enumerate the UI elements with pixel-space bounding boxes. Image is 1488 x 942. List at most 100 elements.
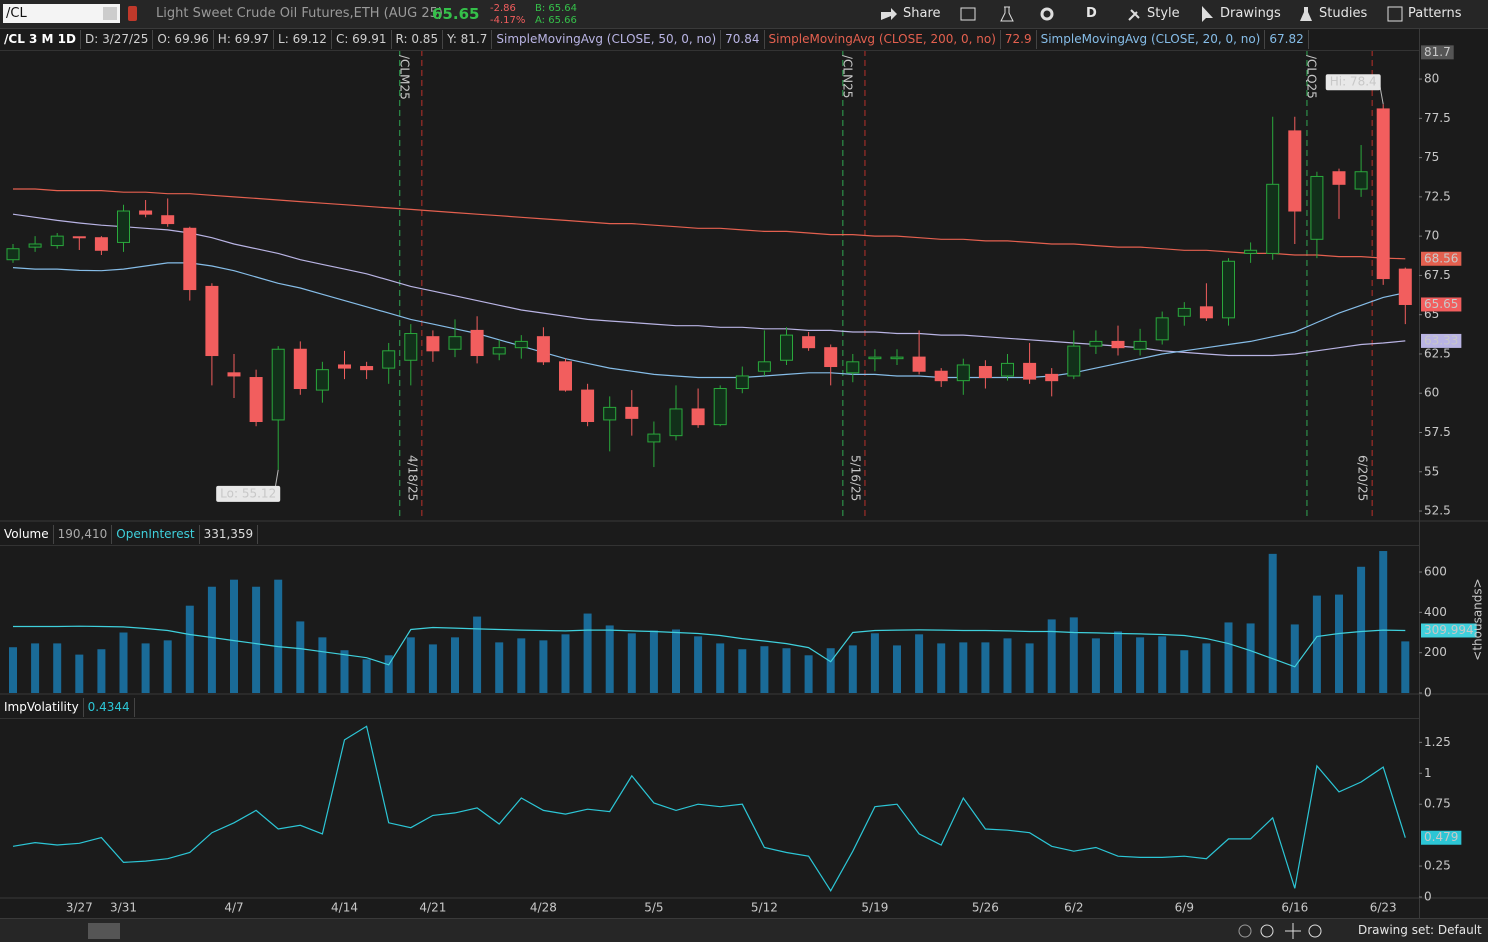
patterns-button[interactable]: Patterns [1408,6,1462,21]
x-tick-label: 4/14 [331,901,358,915]
y-tick-label: 200 [1424,645,1447,659]
cursor-marker-box [1421,45,1454,60]
drawings-button[interactable]: Drawings [1220,6,1281,21]
volume-bar [1357,566,1366,693]
volume-bar [9,647,17,693]
candle-body [1310,175,1324,240]
y-tick-label: 0.25 [1424,859,1451,873]
extreme-box [216,485,281,502]
legend-field: D: 3/27/25 [81,30,154,49]
drawings-icon[interactable] [1202,6,1213,22]
lab-icon[interactable] [1000,6,1014,22]
y-tick-label: 52.5 [1424,504,1451,518]
patterns-icon[interactable] [1387,6,1403,22]
volume-bar [539,640,548,693]
candle-body [824,347,838,368]
study-name[interactable]: ImpVolatility [0,698,84,717]
candle-body [227,372,241,377]
last-value-marker: 0.479 [1424,830,1458,844]
y-tick-label: 1 [1424,766,1432,780]
volume-bar [583,613,592,693]
studies-icon[interactable] [1300,7,1312,21]
volume-bar [937,643,946,693]
share-icon[interactable] [881,8,897,20]
volume-bar [406,637,415,693]
volume-bar [1224,622,1233,693]
candle-body [956,364,970,382]
period-button[interactable]: D [1086,6,1097,21]
volume-bar [1180,650,1189,693]
study-name[interactable]: SimpleMovingAvg (CLOSE, 50, 0, no) [492,30,722,49]
change-pct: -4.17% [490,15,526,26]
crosshair-tool[interactable] [1308,924,1322,938]
x-tick-label: 6/2 [1064,901,1083,915]
volume-bar [649,630,658,693]
studies-button[interactable]: Studies [1319,6,1368,21]
zoom-out[interactable] [1238,924,1252,938]
volume-bar [694,636,703,693]
x-tick-label: 6/16 [1281,901,1308,915]
x-tick-label: 4/7 [224,901,243,915]
y-tick-label: 75 [1424,150,1439,164]
candle-body [271,348,285,421]
volume-bar [1401,641,1410,693]
expiration-label: /CLN25 [840,55,854,98]
candle-body [1155,317,1169,341]
study-name[interactable]: OpenInterest [112,525,200,544]
share-button[interactable]: Share [903,6,941,21]
extreme-label: Lo: 55.12 [220,486,276,500]
last-value-marker: 63.33 [1424,333,1458,347]
volume-bar [605,625,614,693]
expiration-label: 4/18/25 [405,455,419,501]
study-name[interactable]: SimpleMovingAvg (CLOSE, 20, 0, no) [1037,30,1266,49]
snapshot-icon[interactable] [960,7,976,21]
axis-label: <thousands> [1471,578,1485,660]
expiration-label: /CLQ25 [1304,55,1318,99]
extreme-box [1325,74,1381,91]
last-value-marker: 68.56 [1424,251,1458,265]
style-button[interactable]: Style [1147,6,1180,21]
volume-bar [230,579,238,693]
collapse-button[interactable] [88,923,120,939]
zoom-in[interactable] [1260,924,1274,938]
volume-bar [848,645,857,693]
volume-bar [1246,623,1255,693]
symbol-input[interactable]: /CL [3,4,120,23]
drawing-set[interactable]: Drawing set: Default [1358,923,1482,937]
toolbar-icons [881,6,1403,22]
alert-icon[interactable] [128,6,137,21]
study-value: 70.84 [721,30,765,49]
study-line [12,213,1406,357]
x-tick-label: 5/19 [861,901,888,915]
study-name[interactable]: SimpleMovingAvg (CLOSE, 200, 0, no) [765,30,1001,49]
candle-body [1266,183,1280,254]
candle-body [404,333,418,361]
candle-body [205,285,219,357]
style-icon[interactable] [1128,9,1140,21]
volume-bar [627,633,636,693]
settings-icon[interactable] [1040,7,1054,21]
bid: B: 65.64 [535,3,578,14]
volume-bar [495,642,504,693]
candle-body [1089,340,1103,347]
volume-bar [1091,638,1100,693]
volume-bar [75,654,84,693]
x-tick-label: 6/9 [1175,901,1194,915]
volume-bar [1335,594,1343,693]
candle-body [1177,307,1191,317]
candle-body [426,336,440,352]
chart-title: /CL 3 M 1D [0,30,81,49]
study-value: 190,410 [54,525,113,544]
volume-bar [1069,617,1078,693]
legend-field: L: 69.12 [274,30,332,49]
volume-bar [31,643,40,693]
volume-bar [1003,638,1012,693]
candle-body [1376,108,1390,280]
x-tick-label: 5/12 [751,901,778,915]
study-line [13,625,1406,668]
study-name[interactable]: Volume [0,525,54,544]
pan[interactable] [1285,923,1301,939]
volume-bar [1047,619,1056,693]
symbol-dropdown[interactable] [103,7,117,20]
volume-bar [207,586,216,693]
